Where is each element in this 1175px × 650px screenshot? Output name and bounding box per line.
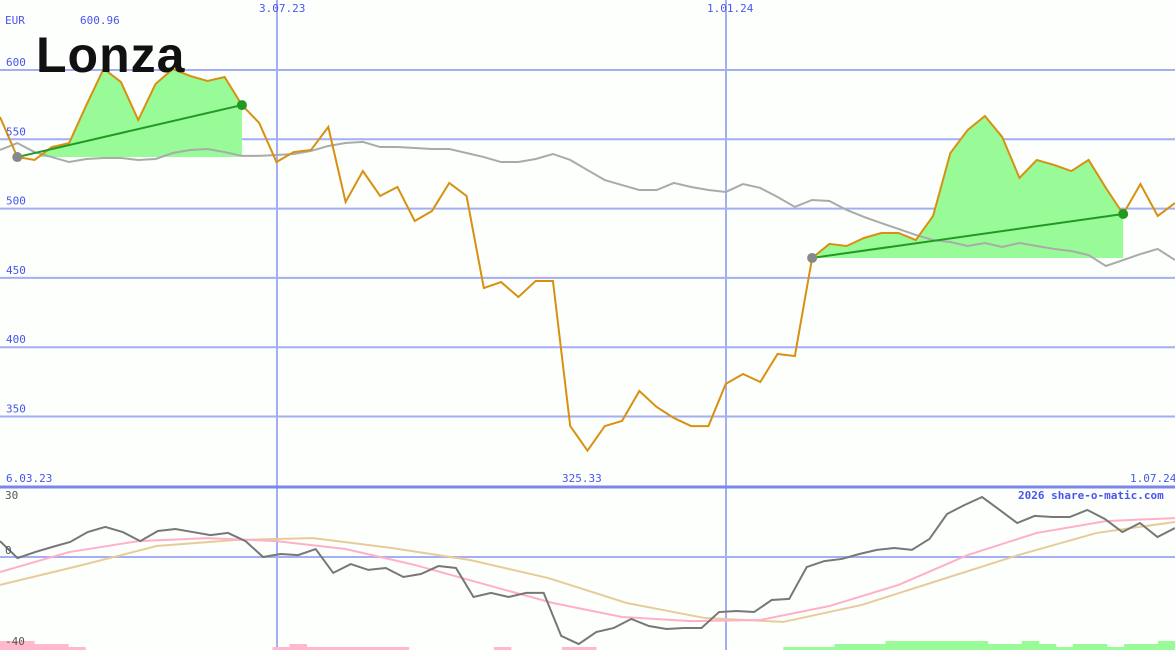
lonza-logo: Lonza [36,27,186,83]
negative-bar [289,644,308,650]
positive-bar [885,641,904,650]
watermark: 2026 share-o-matic.com [1018,489,1164,502]
positive-bar [1072,644,1091,650]
negative-bar [323,647,342,650]
highlight-area [812,116,1124,258]
x-label-mid1: 3.07.23 [259,2,305,15]
positive-bar [902,641,921,650]
trend-markers [12,100,1129,263]
x-label-mid2: 1.01.24 [707,2,754,15]
x-label-end: 1.07.24 [1130,472,1175,485]
y-tick-label: 600 [6,56,26,69]
trend-line [17,104,243,159]
y-tick-label: 500 [6,195,26,208]
positive-bar [1021,641,1040,650]
positive-bar [970,641,989,650]
moving-average-line [0,140,1175,268]
oscillator-line [0,495,1175,646]
y-tick-label: 550 [6,125,26,138]
positive-bar [1140,644,1159,650]
currency-label: EUR [5,14,25,27]
trend-end-marker [1118,209,1129,220]
negative-bar [17,641,35,650]
positive-bar [1004,644,1023,650]
positive-bar [1038,644,1057,650]
positive-bar [1106,647,1125,650]
negative-bar [68,647,86,650]
oscillator-slow-average-line [0,520,1175,623]
negative-bar [391,647,410,650]
highlight-fills [17,68,1124,258]
positive-bar [1055,647,1074,650]
negative-bar [561,647,580,650]
positive-bar [817,647,835,650]
positive-bar [1123,644,1142,650]
trend-line [811,213,1124,259]
x-label-start: 6.03.23 [6,472,52,485]
positive-bar [851,644,869,650]
oscillator-tick-label: 0 [5,544,12,557]
positive-bar [783,647,801,650]
trend-start-marker [12,152,23,163]
trend-start-marker [807,252,818,263]
positive-bar [919,641,938,650]
y-tick-label: 450 [6,264,26,277]
negative-bar [340,647,359,650]
negative-bar [0,641,18,650]
positive-bar [868,644,887,650]
positive-bar [953,641,972,650]
negative-bar [272,647,290,650]
negative-bar [306,647,325,650]
oscillator-tick-label: 30 [5,489,18,502]
oscillator-panel [0,495,1175,650]
positive-bar [1157,641,1175,650]
max-value-label: 600.96 [80,14,120,27]
positive-bar [987,644,1006,650]
positive-bar [1089,644,1108,650]
negative-bar [374,647,393,650]
negative-bar [493,647,512,650]
oscillator-tick-label: -40 [5,635,25,648]
trend-end-marker [236,100,247,111]
positive-bar [800,647,818,650]
negative-bar [357,647,376,650]
negative-bar [578,647,597,650]
positive-bar [936,641,955,650]
labels: EUR 600.96 325.33 3.07.23 1.01.24 6.03.2… [5,2,1175,648]
y-tick-label: 400 [6,333,26,346]
negative-bar [34,644,52,650]
negative-bar [51,644,69,650]
min-value-label: 325.33 [562,472,602,485]
oscillator-fast-average-line [0,517,1175,623]
positive-bar [834,644,852,650]
y-tick-label: 350 [6,403,26,416]
